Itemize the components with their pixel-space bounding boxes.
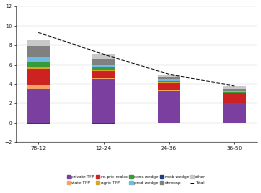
Bar [158, 123, 180, 124]
Bar [158, 83, 180, 90]
Bar [158, 91, 180, 123]
Bar [27, 40, 50, 46]
Bar [27, 85, 50, 89]
Total [102, 53, 105, 55]
Bar [27, 89, 50, 123]
Bar [92, 71, 115, 78]
Bar [223, 89, 246, 91]
Bar [223, 86, 246, 89]
Bar [158, 82, 180, 83]
Bar [223, 92, 246, 93]
Bar [92, 59, 115, 64]
Bar [92, 79, 115, 123]
Bar [27, 62, 50, 67]
Bar [158, 77, 180, 79]
Bar [92, 70, 115, 71]
Bar [223, 91, 246, 92]
Bar [92, 67, 115, 70]
Bar [27, 57, 50, 62]
Bar [27, 67, 50, 69]
Bar [92, 64, 115, 67]
Bar [223, 93, 246, 103]
Legend: private TFP, state TFP, re-pric realoc, agric TFP, cons wedge, prod wedge, mob w: private TFP, state TFP, re-pric realoc, … [66, 174, 207, 186]
Bar [92, 123, 115, 124]
Bar [158, 75, 180, 77]
Bar [27, 123, 50, 124]
Bar [158, 79, 180, 81]
Bar [27, 69, 50, 85]
Bar [223, 103, 246, 123]
Bar [27, 46, 50, 57]
Bar [92, 53, 115, 59]
Total [37, 31, 40, 34]
Bar [158, 81, 180, 82]
Bar [158, 90, 180, 91]
Total [233, 85, 236, 87]
Line: Total: Total [38, 32, 234, 86]
Bar [92, 78, 115, 79]
Total [168, 73, 171, 75]
